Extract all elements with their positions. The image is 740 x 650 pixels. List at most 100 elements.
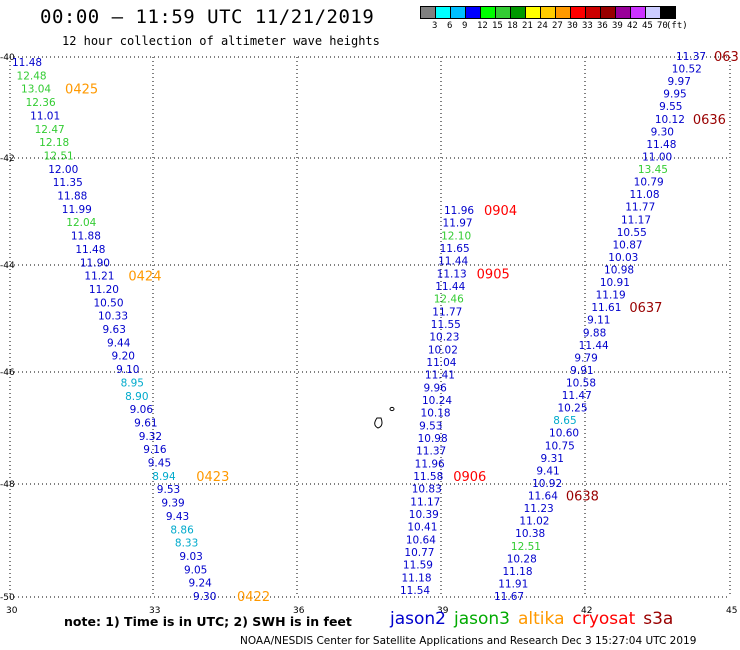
legend-item-jason3: jason3 <box>454 609 510 629</box>
swh-value: 11.18 <box>502 566 532 578</box>
pass-time-label: 0422 <box>237 590 270 605</box>
swh-value: 11.99 <box>62 204 92 216</box>
swh-value: 9.16 <box>143 444 167 456</box>
swh-value: 8.65 <box>553 415 576 427</box>
swh-value: 11.37 <box>676 51 706 63</box>
swh-value: 12.46 <box>434 294 464 306</box>
swh-value: 9.91 <box>570 365 593 377</box>
swh-value: 11.67 <box>494 591 524 603</box>
page-title: 00:00 – 11:59 UTC 11/21/2019 <box>40 6 375 28</box>
swh-value: 10.24 <box>422 395 452 407</box>
lat-label: -40 <box>0 53 15 63</box>
swh-value: 9.31 <box>541 453 564 465</box>
swh-value: 9.30 <box>651 126 674 138</box>
swh-value: 9.96 <box>423 382 447 394</box>
swh-value: 8.86 <box>170 524 194 536</box>
color-scale-label: 27 <box>552 21 563 31</box>
swh-value: 10.55 <box>617 227 647 239</box>
lat-label: -50 <box>0 593 15 603</box>
legend-item-altika: altika <box>518 609 565 629</box>
swh-value: 9.97 <box>668 76 691 88</box>
swh-value: 11.44 <box>438 256 468 268</box>
swh-value: 10.41 <box>407 522 437 534</box>
lon-label: 45 <box>726 606 737 616</box>
swh-value: 11.77 <box>625 202 655 214</box>
swh-value: 11.90 <box>80 257 110 269</box>
swh-value: 10.98 <box>604 264 634 276</box>
swh-value: 11.77 <box>432 306 462 318</box>
swh-value: 10.33 <box>98 311 128 323</box>
swh-value: 11.00 <box>642 151 672 163</box>
swh-value: 12.18 <box>39 137 69 149</box>
pass-time-label: 0637 <box>629 301 662 316</box>
swh-value: 11.23 <box>524 503 554 515</box>
swh-value: 10.64 <box>406 534 436 546</box>
swh-value: 10.98 <box>418 433 448 445</box>
swh-value: 12.51 <box>44 150 74 162</box>
color-scale-label: 3 <box>432 21 438 31</box>
swh-value: 11.35 <box>53 177 83 189</box>
swh-value: 11.01 <box>30 110 60 122</box>
footnote: note: 1) Time is in UTC; 2) SWH is in fe… <box>64 614 352 629</box>
swh-value: 11.48 <box>646 139 676 151</box>
swh-value: 9.24 <box>188 578 212 590</box>
swh-value: 12.51 <box>511 541 541 553</box>
swh-value: 11.59 <box>403 560 433 572</box>
color-scale-label: 24 <box>537 21 548 31</box>
pass-time-label: 0424 <box>128 270 161 285</box>
lat-label: -48 <box>0 480 15 490</box>
pass-time-label: 0904 <box>484 204 517 219</box>
swh-value: 10.87 <box>613 239 643 251</box>
color-scale-label: 6 <box>447 21 453 31</box>
swh-value: 11.91 <box>498 578 528 590</box>
swh-value: 12.04 <box>66 217 96 229</box>
swh-value: 10.60 <box>549 428 579 440</box>
swh-value: 11.48 <box>75 244 105 256</box>
swh-value: 9.11 <box>587 315 610 327</box>
swh-value: 10.83 <box>412 484 442 496</box>
swh-value: 12.10 <box>441 230 471 242</box>
swh-value: 9.45 <box>148 458 171 470</box>
swh-value: 10.12 <box>655 114 685 126</box>
swh-value: 11.04 <box>426 357 456 369</box>
pass-time-label: 0423 <box>196 470 229 485</box>
color-scale-label: 39 <box>612 21 623 31</box>
swh-value: 9.41 <box>536 465 559 477</box>
map-grid <box>9 56 731 598</box>
color-scale-label: 18 <box>507 21 518 31</box>
swh-value: 10.28 <box>507 553 537 565</box>
swh-value: 9.39 <box>161 498 184 510</box>
pass-time-label: 0636 <box>693 113 726 128</box>
swh-value: 9.61 <box>134 417 157 429</box>
swh-value: 9.95 <box>663 89 686 101</box>
swh-value: 9.05 <box>184 564 207 576</box>
swh-value: 9.43 <box>166 511 189 523</box>
lon-label: 36 <box>293 606 305 616</box>
pass-time-label: 0906 <box>453 470 486 485</box>
swh-value: 11.08 <box>629 189 659 201</box>
swh-value: 11.17 <box>621 214 651 226</box>
swh-value: 8.94 <box>152 471 176 483</box>
legend-item-cryosat: cryosat <box>572 609 636 629</box>
swh-value: 8.90 <box>125 391 148 403</box>
swh-value: 10.91 <box>600 277 630 289</box>
swh-value: 11.44 <box>435 281 465 293</box>
swh-value: 11.21 <box>84 271 114 283</box>
lon-label: 30 <box>6 606 18 616</box>
color-scale-label: 9 <box>462 21 468 31</box>
swh-value: 10.39 <box>409 509 439 521</box>
lat-label: -44 <box>0 261 15 271</box>
swh-value: 12.00 <box>48 164 78 176</box>
swh-value: 11.88 <box>71 231 101 243</box>
lon-label: 42 <box>581 606 592 616</box>
pass-time-label: 0905 <box>477 267 510 282</box>
pass-time-label: 0638 <box>566 490 599 505</box>
swh-value: 11.02 <box>519 516 549 528</box>
swh-value: 9.79 <box>574 352 597 364</box>
swh-value: 10.58 <box>566 378 596 390</box>
map-axis-labels: 30 33 36 39 42 45 -40 -42 -44 -46 -48 -50 <box>0 53 737 616</box>
altimeter-tracks: 11.4812.4813.0412.3611.0112.4712.1812.51… <box>12 50 739 605</box>
swh-value: 11.88 <box>57 191 87 203</box>
swh-value: 10.75 <box>545 440 575 452</box>
lon-label: 33 <box>149 606 160 616</box>
